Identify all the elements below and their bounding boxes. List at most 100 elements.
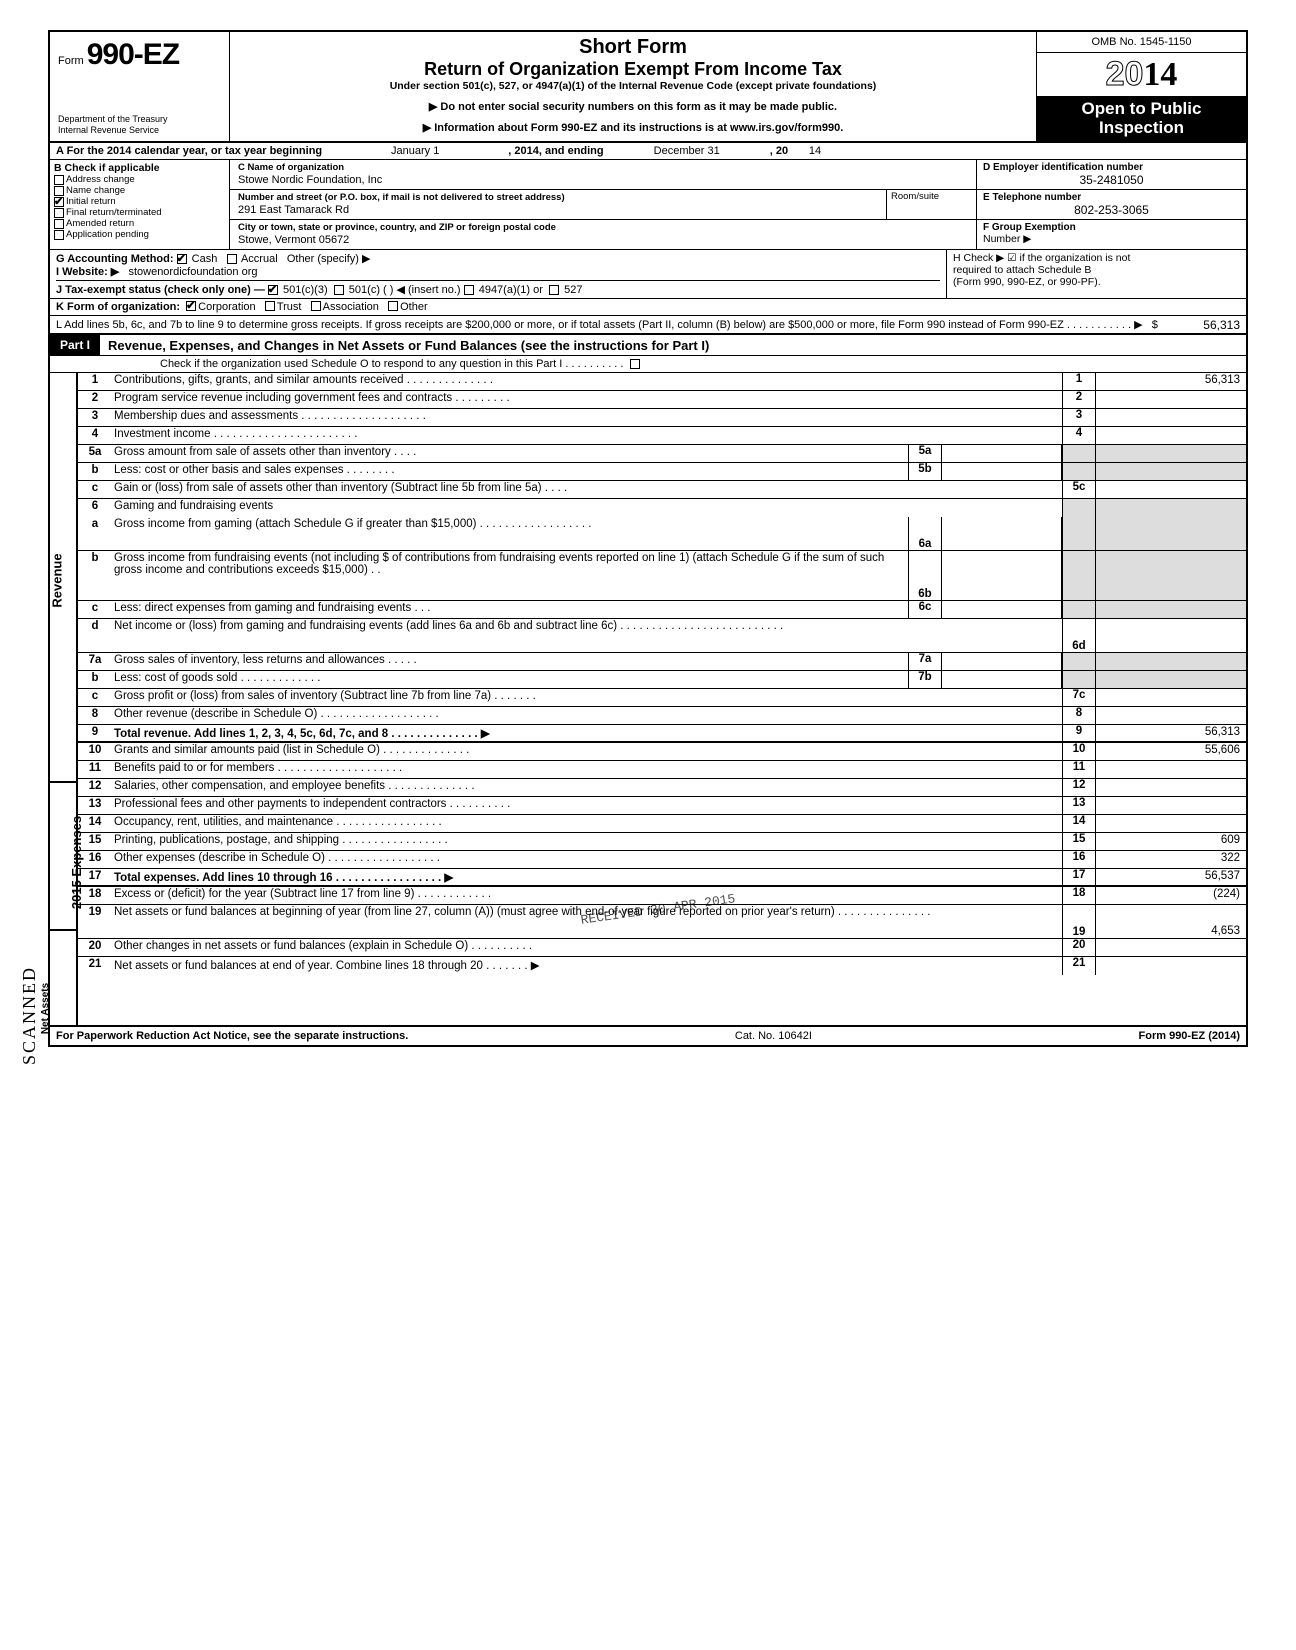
n1: 1 bbox=[78, 373, 112, 390]
n21: 21 bbox=[78, 957, 112, 975]
k-other: Other bbox=[400, 301, 428, 313]
checkbox-checked-icon[interactable] bbox=[268, 285, 278, 295]
n19: 19 bbox=[78, 905, 112, 938]
b-item-3: Final return/terminated bbox=[54, 207, 225, 218]
g-accrual: Accrual bbox=[241, 253, 278, 265]
checkbox-icon[interactable] bbox=[388, 301, 398, 311]
checkbox-icon[interactable] bbox=[549, 285, 559, 295]
checkbox-checked-icon[interactable] bbox=[177, 254, 187, 264]
n5a: 5a bbox=[78, 445, 112, 462]
checkbox-icon[interactable] bbox=[334, 285, 344, 295]
j-label: J Tax-exempt status (check only one) — bbox=[56, 284, 265, 296]
t6c: Less: direct expenses from gaming and fu… bbox=[112, 601, 908, 618]
gv6b bbox=[1096, 551, 1246, 600]
page-footer: For Paperwork Reduction Act Notice, see … bbox=[50, 1025, 1246, 1045]
l-text: L Add lines 5b, 6c, and 7b to line 9 to … bbox=[56, 319, 1143, 331]
n3: 3 bbox=[78, 409, 112, 426]
row-a: A For the 2014 calendar year, or tax yea… bbox=[50, 143, 1246, 160]
gv7a bbox=[1096, 653, 1246, 670]
b-label-2: Initial return bbox=[66, 196, 116, 207]
line-10: 10Grants and similar amounts paid (list … bbox=[78, 743, 1246, 761]
c-city: Stowe, Vermont 05672 bbox=[234, 234, 972, 248]
lines-container: 1Contributions, gifts, grants, and simil… bbox=[78, 373, 1246, 1025]
line-6: 6Gaming and fundraising events bbox=[78, 499, 1246, 517]
checkbox-icon[interactable] bbox=[54, 230, 64, 240]
exp-word: Expenses bbox=[69, 816, 84, 877]
checkbox-icon[interactable] bbox=[54, 208, 64, 218]
t18: Excess or (deficit) for the year (Subtra… bbox=[112, 887, 1062, 904]
checkbox-icon[interactable] bbox=[464, 285, 474, 295]
header-right: OMB No. 1545-1150 2014 Open to Public In… bbox=[1036, 32, 1246, 141]
b-label-1: Name change bbox=[66, 185, 125, 196]
v1: 56,313 bbox=[1096, 373, 1246, 390]
t7a: Gross sales of inventory, less returns a… bbox=[112, 653, 908, 670]
t1: Contributions, gifts, grants, and simila… bbox=[112, 373, 1062, 390]
l-amount: 56,313 bbox=[1203, 318, 1240, 332]
g6c bbox=[1062, 601, 1096, 618]
t10: Grants and similar amounts paid (list in… bbox=[112, 743, 1062, 760]
l-dollar: $ bbox=[1152, 319, 1158, 331]
e-label: E Telephone number bbox=[983, 192, 1240, 203]
v21 bbox=[1096, 957, 1246, 975]
col-cde: C Name of organization Stowe Nordic Foun… bbox=[230, 160, 976, 249]
mv7b bbox=[942, 671, 1062, 688]
t4: Investment income . . . . . . . . . . . … bbox=[112, 427, 1062, 444]
c-name: Stowe Nordic Foundation, Inc bbox=[234, 174, 972, 188]
n9: 9 bbox=[78, 725, 112, 741]
v8 bbox=[1096, 707, 1246, 724]
side-labels: Revenue 2015 Expenses Net Assets bbox=[50, 373, 78, 1025]
n10: 10 bbox=[78, 743, 112, 760]
checkbox-icon[interactable] bbox=[311, 301, 321, 311]
n5c: c bbox=[78, 481, 112, 498]
t6: Gaming and fundraising events bbox=[112, 499, 1062, 517]
n5b: b bbox=[78, 463, 112, 480]
h-line3: (Form 990, 990-EZ, or 990-PF). bbox=[953, 276, 1240, 288]
line-16: 16Other expenses (describe in Schedule O… bbox=[78, 851, 1246, 869]
line-12: 12Salaries, other compensation, and empl… bbox=[78, 779, 1246, 797]
t16: Other expenses (describe in Schedule O) … bbox=[112, 851, 1062, 868]
row-c-name: C Name of organization Stowe Nordic Foun… bbox=[230, 160, 976, 190]
t5b: Less: cost or other basis and sales expe… bbox=[112, 463, 908, 480]
part-sub-text: Check if the organization used Schedule … bbox=[160, 358, 623, 370]
v5c bbox=[1096, 481, 1246, 498]
checkbox-icon[interactable] bbox=[54, 186, 64, 196]
b11: 11 bbox=[1062, 761, 1096, 778]
b-label-0: Address change bbox=[66, 174, 135, 185]
part-title: Revenue, Expenses, and Changes in Net As… bbox=[100, 338, 709, 353]
line-6d: dNet income or (loss) from gaming and fu… bbox=[78, 619, 1246, 653]
b6d: 6d bbox=[1062, 619, 1096, 652]
t11: Benefits paid to or for members . . . . … bbox=[112, 761, 1062, 778]
t6d: Net income or (loss) from gaming and fun… bbox=[112, 619, 1062, 652]
line-13: 13Professional fees and other payments t… bbox=[78, 797, 1246, 815]
e-val: 802-253-3065 bbox=[983, 203, 1240, 217]
ghi-right: H Check ▶ ☑ if the organization is not r… bbox=[946, 250, 1246, 298]
form-header: Form 990-EZ Department of the Treasury I… bbox=[50, 32, 1246, 143]
mv5a bbox=[942, 445, 1062, 462]
checkbox-icon[interactable] bbox=[630, 359, 640, 369]
k-label: K Form of organization: bbox=[56, 301, 180, 313]
checkbox-icon[interactable] bbox=[54, 175, 64, 185]
checkbox-icon[interactable] bbox=[265, 301, 275, 311]
b9: 9 bbox=[1062, 725, 1096, 741]
checkbox-icon[interactable] bbox=[54, 219, 64, 229]
v12 bbox=[1096, 779, 1246, 796]
t9: Total revenue. Add lines 1, 2, 3, 4, 5c,… bbox=[112, 725, 1062, 741]
t6b: Gross income from fundraising events (no… bbox=[112, 551, 908, 600]
line-6a: aGross income from gaming (attach Schedu… bbox=[78, 517, 1246, 551]
v4 bbox=[1096, 427, 1246, 444]
ghi-left: G Accounting Method: Cash Accrual Other … bbox=[50, 250, 946, 298]
checkbox-icon[interactable] bbox=[227, 254, 237, 264]
n13: 13 bbox=[78, 797, 112, 814]
b7c: 7c bbox=[1062, 689, 1096, 706]
checkbox-checked-icon[interactable] bbox=[54, 197, 64, 207]
n6b: b bbox=[78, 551, 112, 600]
m7b: 7b bbox=[908, 671, 942, 688]
g6 bbox=[1062, 499, 1096, 517]
side-revenue: Revenue bbox=[50, 554, 65, 608]
checkbox-checked-icon[interactable] bbox=[186, 301, 196, 311]
header-mid: Short Form Return of Organization Exempt… bbox=[230, 32, 1036, 141]
arrow-line-2: ▶ Information about Form 990-EZ and its … bbox=[236, 121, 1030, 134]
b19: 19 bbox=[1062, 905, 1096, 938]
form-number: Form 990-EZ bbox=[58, 38, 221, 72]
b-item-0: Address change bbox=[54, 174, 225, 185]
